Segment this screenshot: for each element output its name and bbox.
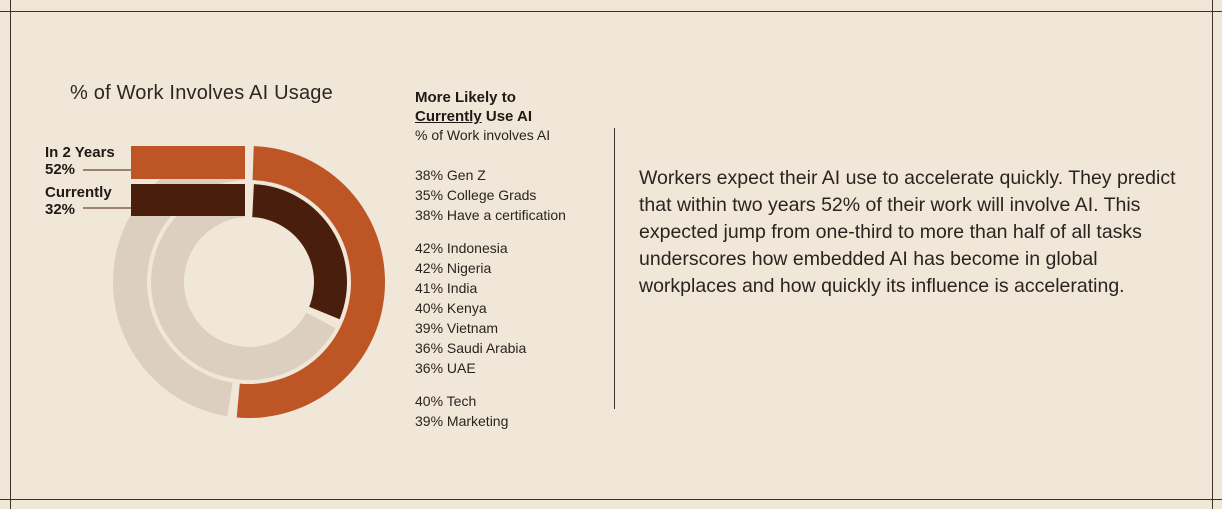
currently-label-bar bbox=[131, 184, 245, 216]
chart-title: % of Work Involves AI Usage bbox=[70, 82, 333, 104]
in-2-years-label-bar bbox=[131, 146, 245, 179]
inner-ring-currently bbox=[252, 184, 347, 320]
stat-group: 38% Gen Z 35% College Grads 38% Have a cer… bbox=[415, 165, 605, 225]
stat-item: 41% India bbox=[415, 280, 478, 296]
stat-item: 36% UAE bbox=[415, 360, 476, 376]
currently-name: Currently bbox=[45, 184, 112, 201]
stat-item: 35% College Grads bbox=[415, 187, 537, 203]
stat-item: 39% Vietnam bbox=[415, 320, 499, 336]
stat-group: 42% Indonesia 42% Nigeria 41% India 40% Ken… bbox=[415, 238, 605, 378]
sidebar-heading-rest: Use AI bbox=[481, 108, 532, 125]
currently-value: 32% bbox=[45, 201, 76, 218]
frame-left-line bbox=[10, 0, 11, 509]
stat-item: 42% Indonesia bbox=[415, 240, 508, 256]
sidebar-subheading: % of Work involves AI bbox=[415, 127, 551, 143]
stat-groups: 38% Gen Z 35% College Grads 38% Have a cer… bbox=[415, 165, 605, 431]
vertical-divider bbox=[614, 128, 615, 409]
stat-item: 40% Tech bbox=[415, 393, 477, 409]
in-2-years-name: In 2 Years bbox=[45, 144, 115, 161]
sidebar-heading-underlined: Currently bbox=[415, 108, 482, 125]
sidebar-heading-line1: More Likely to bbox=[415, 89, 516, 106]
stat-item: 38% Gen Z bbox=[415, 167, 486, 183]
stat-item: 38% Have a certification bbox=[415, 207, 566, 223]
frame-bottom-line bbox=[0, 499, 1222, 500]
stat-item: 36% Saudi Arabia bbox=[415, 340, 527, 356]
stat-item: 42% Nigeria bbox=[415, 260, 492, 276]
sidebar-heading: More Likely to Currently Use AI bbox=[415, 88, 605, 126]
in-2-years-label: In 2 Years 52% bbox=[45, 144, 115, 178]
frame-right-line bbox=[1212, 0, 1213, 509]
body-paragraph: Workers expect their AI use to accelerat… bbox=[639, 167, 1176, 297]
in-2-years-value: 52% bbox=[45, 161, 76, 178]
inner-ring-remainder bbox=[150, 184, 336, 381]
outer-ring-in-2-years bbox=[236, 146, 386, 419]
frame-top-line bbox=[0, 11, 1222, 12]
stat-item: 40% Kenya bbox=[415, 300, 487, 316]
sidebar-stats: More Likely to Currently Use AI % of Wor… bbox=[415, 88, 605, 431]
donut-chart bbox=[83, 146, 386, 419]
currently-label: Currently 32% bbox=[45, 184, 112, 218]
stat-item: 39% Marketing bbox=[415, 413, 509, 429]
stat-group: 40% Tech 39% Marketing bbox=[415, 391, 605, 431]
